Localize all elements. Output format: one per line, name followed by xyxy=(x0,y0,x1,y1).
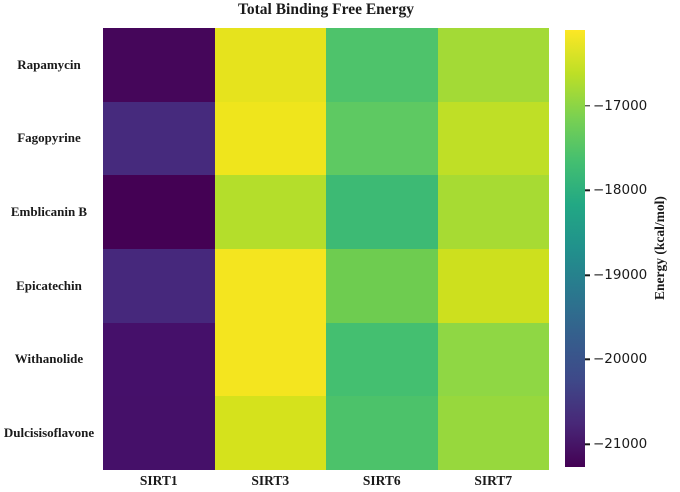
heatmap-cell-fagopyrine-sirt7 xyxy=(437,101,549,176)
heatmap-cell-emblicanin-b-sirt1 xyxy=(103,175,215,249)
heatmap-cell-dulcisisoflavone-sirt6 xyxy=(326,396,438,470)
heatmap-cell-dulcisisoflavone-sirt3 xyxy=(214,396,326,470)
colorbar-tick-mark xyxy=(585,274,590,276)
colorbar-tick-label: −19000 xyxy=(593,267,648,284)
heatmap-cell-withanolide-sirt3 xyxy=(214,322,326,397)
y-tick-label-epicatechin: Epicatechin xyxy=(16,277,82,293)
colorbar-tick-label: −17000 xyxy=(593,98,648,115)
heatmap-cell-rapamycin-sirt1 xyxy=(103,28,215,102)
heatmap-cell-emblicanin-b-sirt7 xyxy=(437,175,549,249)
heatmap-cell-withanolide-sirt6 xyxy=(326,322,438,397)
colorbar-tick-mark xyxy=(585,105,590,107)
heatmap-cell-rapamycin-sirt7 xyxy=(437,28,549,102)
heatmap-cell-dulcisisoflavone-sirt7 xyxy=(437,396,549,470)
chart-title: Total Binding Free Energy xyxy=(237,1,415,18)
heatmap-cell-epicatechin-sirt6 xyxy=(326,248,438,323)
y-tick-label-withanolide: Withanolide xyxy=(14,351,84,367)
y-axis-labels: Rapamycin Fagopyrine Emblicanin B Epicatech… xyxy=(0,28,98,470)
y-tick-label-rapamycin: Rapamycin xyxy=(17,56,81,72)
colorbar-gradient xyxy=(565,30,585,467)
colorbar-axis-label: Energy (kcal/mol) xyxy=(652,196,667,301)
heatmap-cell-epicatechin-sirt3 xyxy=(214,248,326,323)
colorbar-tick-label: −18000 xyxy=(593,182,648,199)
heatmap-cell-epicatechin-sirt1 xyxy=(103,248,215,323)
colorbar-tick-mark xyxy=(585,358,590,361)
x-tick-label-sirt1: SIRT1 xyxy=(139,473,178,488)
colorbar-tick-label: −21000 xyxy=(593,436,648,453)
colorbar-tick-mark xyxy=(585,189,590,192)
heatmap-cell-dulcisisoflavone-sirt1 xyxy=(103,396,215,470)
x-tick-label-sirt3: SIRT3 xyxy=(251,473,290,488)
heatmap-cell-emblicanin-b-sirt6 xyxy=(326,175,438,249)
heatmap-cell-rapamycin-sirt6 xyxy=(326,28,438,102)
heatmap-grid xyxy=(103,28,549,470)
heatmap-cell-withanolide-sirt7 xyxy=(437,322,549,397)
x-tick-label-sirt6: SIRT6 xyxy=(362,473,401,488)
colorbar-tick-mark xyxy=(585,443,590,445)
heatmap-cell-withanolide-sirt1 xyxy=(103,322,215,397)
y-tick-label-dulcisisoflavone: Dulcisisoflavone xyxy=(3,425,95,441)
heatmap-cell-emblicanin-b-sirt3 xyxy=(214,175,326,249)
colorbar-tick-label: −20000 xyxy=(593,351,648,368)
colorbar: −17000 −18000 −19000 −20000 −21000 xyxy=(565,30,647,467)
x-tick-label-sirt7: SIRT7 xyxy=(474,473,513,488)
heatmap-cell-rapamycin-sirt3 xyxy=(214,28,326,102)
x-axis-labels: SIRT1 SIRT3 SIRT6 SIRT7 xyxy=(103,473,549,491)
heatmap-cell-fagopyrine-sirt6 xyxy=(326,101,438,176)
heatmap-cell-fagopyrine-sirt1 xyxy=(103,101,215,176)
heatmap-cell-fagopyrine-sirt3 xyxy=(214,101,326,176)
y-tick-label-emblicanin-b: Emblicanin B xyxy=(10,204,88,220)
heatmap-cell-epicatechin-sirt7 xyxy=(437,248,549,323)
y-tick-label-fagopyrine: Fagopyrine xyxy=(17,130,81,146)
